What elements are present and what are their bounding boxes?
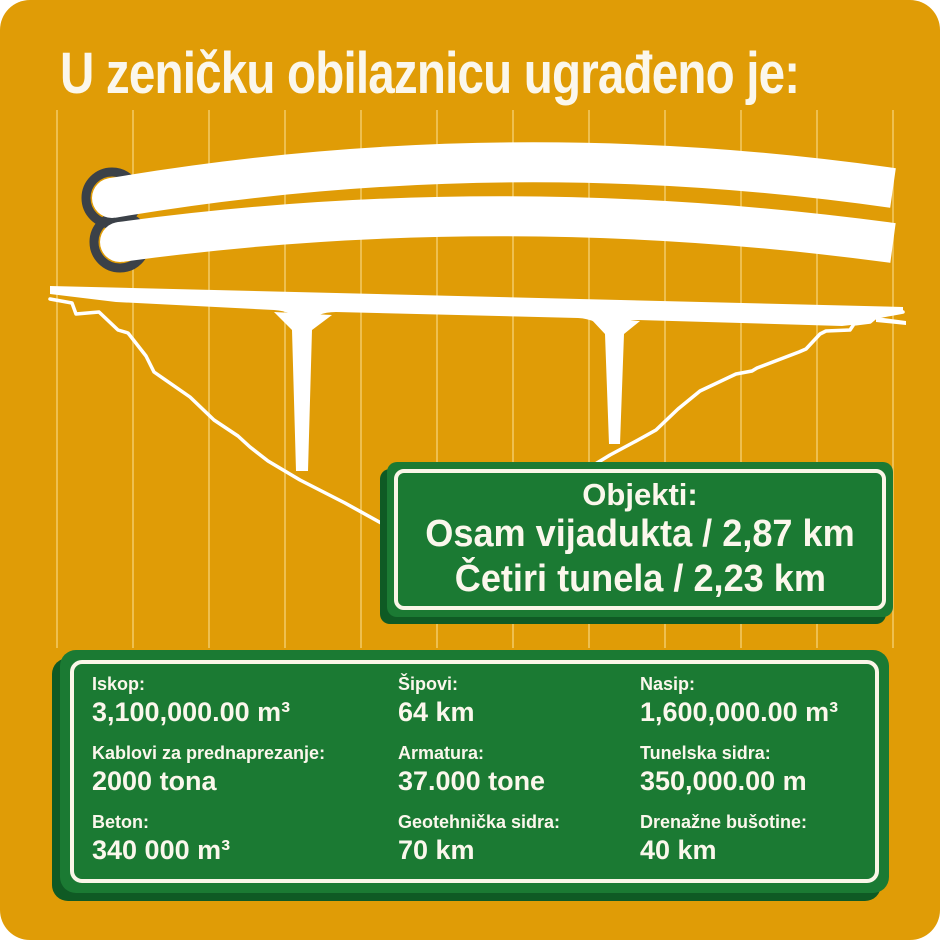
stat-value: 340 000 m³ <box>92 834 231 865</box>
stat-label: Drenažne bušotine: <box>640 812 808 832</box>
stat-value: 3,100,000.00 m³ <box>92 696 291 727</box>
objekti-sign-text: Objekti: Osam vijadukta / 2,87 km Četiri… <box>403 476 877 603</box>
stat-geotehnicka-sidra: Geotehnička sidra: 70 km <box>398 812 640 881</box>
stat-label: Geotehnička sidra: <box>398 812 561 832</box>
viaduct-deck-right-tip <box>876 317 906 325</box>
objekti-tunnels-line: Četiri tunela / 2,23 km <box>454 558 826 601</box>
objekti-sign: Objekti: Osam vijadukta / 2,87 km Četiri… <box>387 462 893 617</box>
road-band-upper <box>108 142 896 218</box>
stat-iskop: Iskop: 3,100,000.00 m³ <box>92 674 398 743</box>
stat-label: Armatura: <box>398 743 485 763</box>
viaduct-deck <box>50 286 903 331</box>
stats-grid: Iskop: 3,100,000.00 m³ Šipovi: 64 km Nas… <box>92 674 869 879</box>
stat-label: Beton: <box>92 812 149 832</box>
viaduct-pier-1 <box>274 312 332 471</box>
stat-value: 1,600,000.00 m³ <box>640 696 839 727</box>
valley-right-outline <box>538 310 905 496</box>
stat-label: Šipovi: <box>398 674 459 694</box>
stat-label: Nasip: <box>640 674 696 694</box>
page-title: U zeničku obilaznicu ugrađeno je: <box>60 41 800 106</box>
stat-nasip: Nasip: 1,600,000.00 m³ <box>640 674 869 743</box>
stat-value: 2000 tona <box>92 765 217 796</box>
road-band-lower <box>117 196 896 263</box>
stat-value: 40 km <box>640 834 717 865</box>
road-band-upper-endcap <box>92 178 132 218</box>
stat-label: Tunelska sidra: <box>640 743 771 763</box>
stat-drenazne-busotine: Drenažne bušotine: 40 km <box>640 812 869 881</box>
stats-panel: Iskop: 3,100,000.00 m³ Šipovi: 64 km Nas… <box>60 650 889 893</box>
stat-kablovi: Kablovi za prednaprezanje: 2000 tona <box>92 743 398 812</box>
stat-label: Kablovi za prednaprezanje: <box>92 743 326 763</box>
objekti-viaducts-line: Osam vijadukta / 2,87 km <box>425 513 855 556</box>
stat-value: 350,000.00 m <box>640 765 807 796</box>
stat-sipovi: Šipovi: 64 km <box>398 674 640 743</box>
stat-value: 64 km <box>398 696 475 727</box>
objekti-heading: Objekti: <box>582 476 698 512</box>
viaduct-pier-2 <box>590 318 640 444</box>
road-band-lower-endcap <box>100 222 140 262</box>
stat-label: Iskop: <box>92 674 146 694</box>
stat-value: 70 km <box>398 834 475 865</box>
stat-armatura: Armatura: 37.000 tone <box>398 743 640 812</box>
stat-tunelska-sidra: Tunelska sidra: 350,000.00 m <box>640 743 869 812</box>
stat-beton: Beton: 340 000 m³ <box>92 812 398 881</box>
stat-value: 37.000 tone <box>398 765 546 796</box>
